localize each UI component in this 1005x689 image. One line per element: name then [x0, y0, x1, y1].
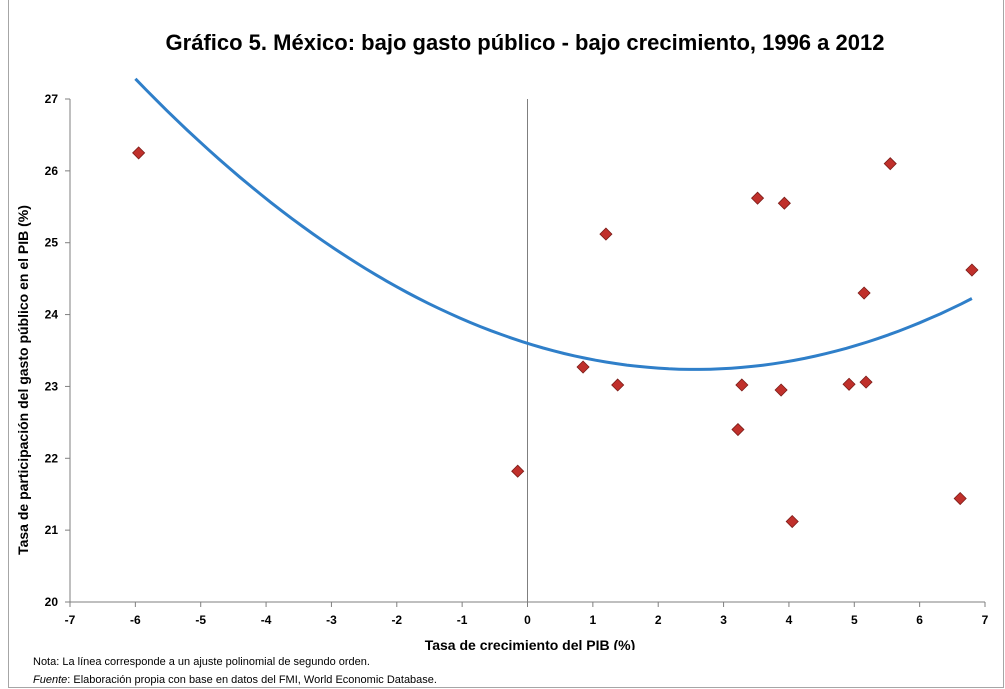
data-point	[731, 422, 745, 437]
trend-layer	[134, 77, 973, 371]
x-tick-label: -3	[326, 613, 337, 627]
data-point	[611, 378, 625, 392]
data-point	[785, 514, 799, 529]
data-point	[857, 286, 871, 300]
data-point	[750, 191, 765, 205]
x-tick-label: -4	[261, 613, 272, 627]
x-tick-label: -6	[130, 613, 141, 627]
x-tick-label: 0	[524, 613, 531, 627]
data-point	[953, 491, 967, 506]
x-tick-label: 6	[916, 613, 923, 627]
data-point	[511, 464, 525, 478]
data-point	[599, 227, 613, 241]
chart-frame	[8, 0, 1004, 688]
y-tick-label: 26	[45, 164, 59, 178]
x-tick-label: -7	[65, 613, 76, 627]
chart-title: Gráfico 5. México: bajo gasto público - …	[165, 30, 885, 55]
points-layer	[132, 146, 979, 529]
data-point	[842, 377, 856, 391]
y-tick-label: 20	[45, 595, 59, 609]
data-point	[774, 383, 788, 397]
y-tick-label: 24	[45, 308, 59, 322]
data-point	[132, 146, 146, 160]
source-text: : Elaboración propia con base en datos d…	[67, 674, 437, 686]
x-tick-label: -1	[457, 613, 468, 627]
x-tick-label: 3	[720, 613, 727, 627]
axes-layer	[69, 99, 985, 603]
y-tick-label: 27	[45, 92, 59, 106]
data-point	[777, 196, 791, 210]
y-tick-label: 25	[45, 236, 59, 250]
y-tick-label: 21	[45, 523, 59, 537]
data-point	[859, 375, 873, 389]
chart-source: Fuente: Elaboración propia con base en d…	[33, 674, 437, 686]
y-axis-title: Tasa de participación del gasto público …	[15, 205, 31, 555]
source-label: Fuente	[33, 674, 68, 686]
trend-line	[134, 77, 973, 371]
x-tick-label: -5	[195, 613, 206, 627]
chart-note: Nota: La línea corresponde a un ajuste p…	[33, 656, 370, 668]
y-tick-label: 22	[45, 451, 59, 465]
x-tick-label: 2	[655, 613, 662, 627]
data-point	[576, 360, 590, 374]
x-tick-label: 4	[786, 613, 793, 627]
x-axis-title: Tasa de crecimiento del PIB (%)	[425, 637, 636, 650]
x-tick-label: 1	[590, 613, 597, 627]
x-tick-label: -2	[391, 613, 402, 627]
x-tick-label: 7	[982, 613, 989, 627]
data-point	[735, 378, 749, 392]
x-tick-label: 5	[851, 613, 858, 627]
data-point	[883, 157, 897, 171]
data-point	[965, 263, 979, 277]
y-tick-label: 23	[45, 379, 59, 393]
